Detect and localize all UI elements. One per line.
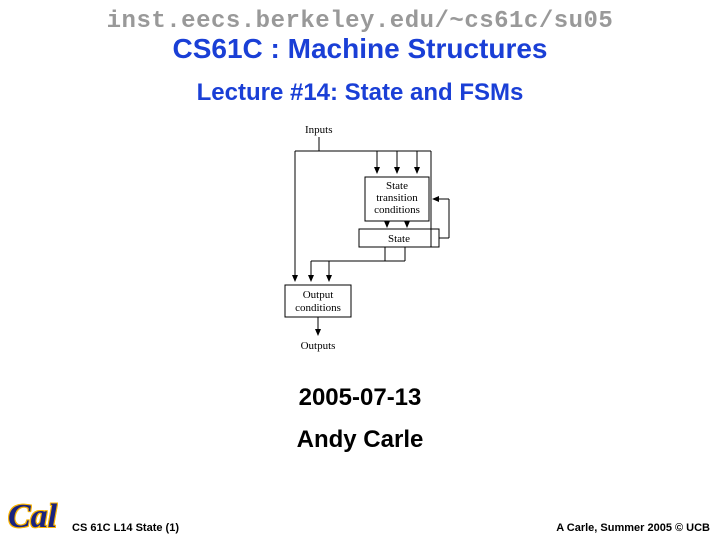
- stc-line3: conditions: [374, 204, 420, 216]
- lecture-author: Andy Carle: [0, 426, 720, 454]
- outputs-label: Outputs: [301, 340, 336, 352]
- footer-right: A Carle, Summer 2005 © UCB: [556, 522, 710, 534]
- lecture-date: 2005-07-13: [0, 384, 720, 412]
- course-url: inst.eecs.berkeley.edu/~cs61c/su05: [0, 0, 720, 35]
- fsm-svg: Inputs State transition conditions State: [245, 121, 475, 361]
- page-subtitle: Lecture #14: State and FSMs: [0, 79, 720, 107]
- page-title: CS61C : Machine Structures: [0, 33, 720, 65]
- stc-line2: transition: [376, 192, 418, 204]
- state-label: State: [388, 233, 410, 245]
- cal-logo: Cal: [8, 500, 57, 534]
- fsm-diagram: Inputs State transition conditions State: [245, 121, 475, 366]
- oc-line1: Output: [303, 289, 334, 301]
- footer-left: CS 61C L14 State (1): [72, 522, 179, 534]
- oc-line2: conditions: [295, 302, 341, 314]
- stc-line1: State: [386, 180, 408, 192]
- inputs-label: Inputs: [305, 124, 333, 136]
- diagram-container: Inputs State transition conditions State: [0, 121, 720, 366]
